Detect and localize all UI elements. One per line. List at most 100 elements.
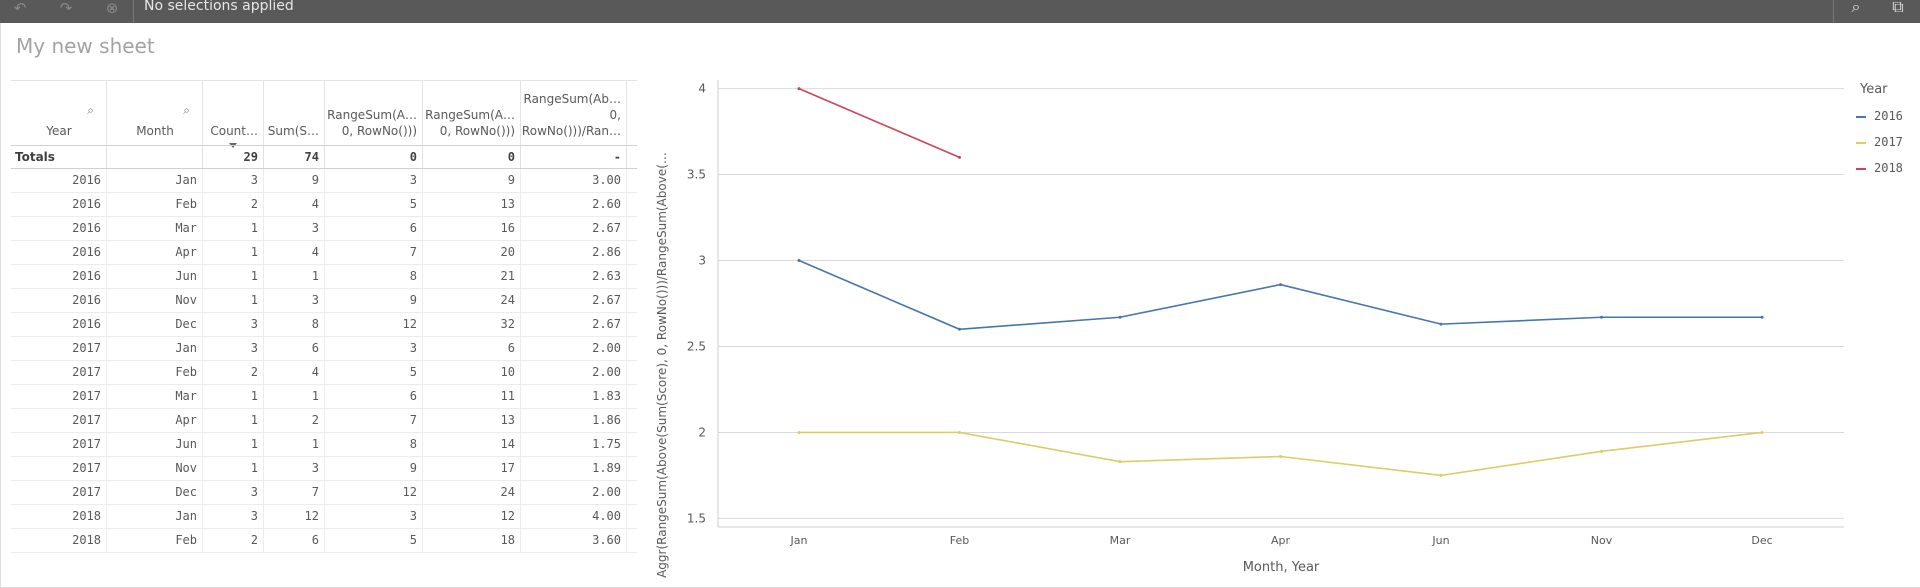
table-cell: 12 bbox=[423, 505, 521, 528]
table-row[interactable]: 2017 Feb 2 4 5 10 2.00 bbox=[11, 361, 637, 385]
table-cell[interactable]: Nov bbox=[107, 457, 203, 480]
data-point-2016 bbox=[1279, 283, 1282, 287]
table-cell[interactable]: Apr bbox=[107, 241, 203, 264]
table-row[interactable]: 2017 Dec 3 7 12 24 2.00 bbox=[11, 481, 637, 505]
sheet-border bbox=[0, 23, 1, 588]
totals-label: Totals bbox=[11, 146, 107, 168]
table-cell[interactable]: 2017 bbox=[11, 361, 107, 384]
table-cell[interactable]: 2016 bbox=[11, 289, 107, 312]
table-cell: 17 bbox=[423, 457, 521, 480]
column-header-4[interactable]: Sum(S… bbox=[264, 81, 325, 145]
x-tick-label: Jun bbox=[1431, 534, 1449, 547]
column-header-2[interactable]: Month ⌕ bbox=[107, 81, 203, 145]
table-cell[interactable]: 2018 bbox=[11, 505, 107, 528]
table-row[interactable]: 2017 Apr 1 2 7 13 1.86 bbox=[11, 409, 637, 433]
table-cell: 32 bbox=[423, 313, 521, 336]
x-tick-label: Dec bbox=[1751, 534, 1772, 547]
legend-item-2018[interactable]: 2018 bbox=[1856, 161, 1903, 175]
column-header-7[interactable]: RangeSum(Ab… 0, RowNo()))/Ran… bbox=[521, 81, 627, 145]
data-point-2018 bbox=[958, 155, 961, 159]
table-cell: 2.60 bbox=[521, 193, 627, 216]
table-cell[interactable]: 2017 bbox=[11, 409, 107, 432]
table-cell[interactable]: 2017 bbox=[11, 337, 107, 360]
table-cell: 7 bbox=[325, 409, 423, 432]
data-point-2016 bbox=[1760, 315, 1764, 319]
table-cell[interactable]: Jan bbox=[107, 505, 203, 528]
table-cell[interactable]: 2017 bbox=[11, 433, 107, 456]
table-row[interactable]: 2017 Jan 3 6 3 6 2.00 bbox=[11, 337, 637, 361]
table-cell[interactable]: Mar bbox=[107, 217, 203, 240]
table-cell[interactable]: 2017 bbox=[11, 481, 107, 504]
x-tick-label: Jan bbox=[790, 534, 808, 547]
table-cell: 7 bbox=[264, 481, 325, 504]
y-tick-label: 4 bbox=[698, 82, 706, 96]
table-row[interactable]: 2017 Jun 1 1 8 14 1.75 bbox=[11, 433, 637, 457]
table-cell[interactable]: Feb bbox=[107, 529, 203, 552]
table-cell: 4 bbox=[264, 241, 325, 264]
search-icon[interactable]: ⌕ bbox=[87, 103, 94, 117]
legend-label: 2018 bbox=[1874, 161, 1903, 175]
selections-tool-icon[interactable]: ⧉ bbox=[1892, 0, 1904, 16]
column-header-6[interactable]: RangeSum(A… 0, RowNo())) bbox=[423, 81, 521, 145]
table-cell[interactable]: Feb bbox=[107, 193, 203, 216]
table-cell[interactable]: 2017 bbox=[11, 457, 107, 480]
search-icon[interactable]: ⌕ bbox=[183, 103, 190, 117]
table-cell: 6 bbox=[264, 337, 325, 360]
table-cell: 2 bbox=[203, 193, 264, 216]
x-tick-label: Nov bbox=[1591, 534, 1613, 547]
column-header-1[interactable]: Year ⌕ bbox=[11, 81, 107, 145]
legend-item-2017[interactable]: 2017 bbox=[1856, 135, 1903, 149]
table-cell[interactable]: 2018 bbox=[11, 529, 107, 552]
table-cell[interactable]: 2016 bbox=[11, 193, 107, 216]
table-cell: 3 bbox=[203, 169, 264, 192]
line-chart[interactable]: 4 3.5 3 2.5 2 1.5 Jan Feb Mar Apr Jun Nov Dec Month, … bbox=[640, 60, 1920, 580]
table-cell: 6 bbox=[325, 385, 423, 408]
totals-cell: 0 bbox=[423, 146, 521, 168]
table-row[interactable]: 2016 Jun 1 1 8 21 2.63 bbox=[11, 265, 637, 289]
table-row[interactable]: 2017 Mar 1 1 6 11 1.83 bbox=[11, 385, 637, 409]
table-row[interactable]: 2018 Feb 2 6 5 18 3.60 bbox=[11, 529, 637, 553]
forward-icon[interactable]: ↷ bbox=[59, 0, 73, 17]
data-point-2016 bbox=[958, 327, 961, 331]
table-cell[interactable]: Nov bbox=[107, 289, 203, 312]
clear-selections-icon[interactable]: ⊗ bbox=[105, 0, 119, 17]
table-cell[interactable]: 2016 bbox=[11, 265, 107, 288]
table-cell[interactable]: Dec bbox=[107, 313, 203, 336]
table-cell[interactable]: 2016 bbox=[11, 313, 107, 336]
table-cell: 9 bbox=[325, 457, 423, 480]
table-cell[interactable]: 2016 bbox=[11, 169, 107, 192]
table-row[interactable]: 2016 Apr 1 4 7 20 2.86 bbox=[11, 241, 637, 265]
y-tick-label: 2.5 bbox=[687, 339, 706, 353]
table-cell[interactable]: Jun bbox=[107, 265, 203, 288]
table-row[interactable]: 2016 Feb 2 4 5 13 2.60 bbox=[11, 193, 637, 217]
table-cell: 1.83 bbox=[521, 385, 627, 408]
table-cell[interactable]: Mar bbox=[107, 385, 203, 408]
table-row[interactable]: 2016 Mar 1 3 6 16 2.67 bbox=[11, 217, 637, 241]
table-row[interactable]: 2016 Jan 3 9 3 9 3.00 bbox=[11, 169, 637, 193]
totals-row: Totals 29 74 0 0- bbox=[11, 145, 637, 169]
column-header-3[interactable]: Count… bbox=[203, 81, 264, 148]
table-cell: 20 bbox=[423, 241, 521, 264]
table-row[interactable]: 2017 Nov 1 3 9 17 1.89 bbox=[11, 457, 637, 481]
totals-cell bbox=[107, 146, 203, 168]
sheet-title: My new sheet bbox=[16, 34, 155, 58]
table-row[interactable]: 2018 Jan 3 12 3 12 4.00 bbox=[11, 505, 637, 529]
table-cell[interactable]: Feb bbox=[107, 361, 203, 384]
column-header-5[interactable]: RangeSum(A… 0, RowNo())) bbox=[325, 81, 423, 145]
back-icon[interactable]: ↶ bbox=[13, 0, 27, 17]
table-cell[interactable]: 2017 bbox=[11, 385, 107, 408]
table-row[interactable]: 2016 Dec 3 8 12 32 2.67 bbox=[11, 313, 637, 337]
table-cell[interactable]: 2016 bbox=[11, 241, 107, 264]
column-header-label: Month bbox=[136, 124, 174, 138]
search-icon[interactable]: ⌕ bbox=[1851, 0, 1861, 16]
table-cell[interactable]: Dec bbox=[107, 481, 203, 504]
table-cell[interactable]: 2016 bbox=[11, 217, 107, 240]
legend-item-2016[interactable]: 2016 bbox=[1856, 109, 1903, 123]
table-cell[interactable]: Jan bbox=[107, 337, 203, 360]
table-cell: 1.86 bbox=[521, 409, 627, 432]
table-row[interactable]: 2016 Nov 1 3 9 24 2.67 bbox=[11, 289, 637, 313]
table-cell[interactable]: Apr bbox=[107, 409, 203, 432]
table-cell[interactable]: Jan bbox=[107, 169, 203, 192]
table-cell: 14 bbox=[423, 433, 521, 456]
table-cell[interactable]: Jun bbox=[107, 433, 203, 456]
